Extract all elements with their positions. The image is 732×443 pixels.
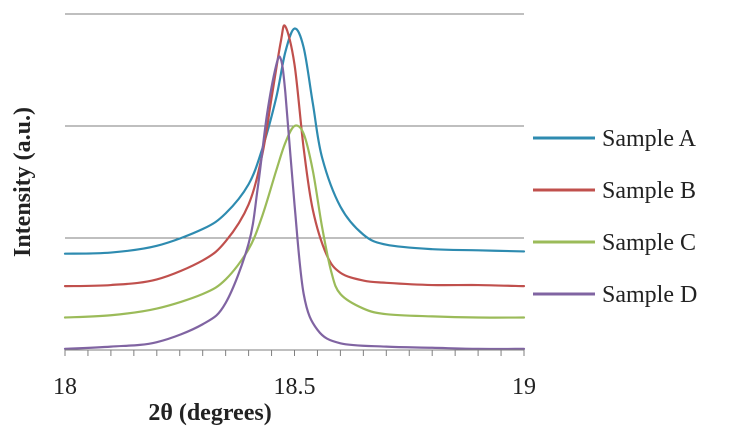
series-group: [63, 24, 526, 351]
y-axis-title: Intensity (a.u.): [10, 107, 36, 257]
legend: Sample A Sample B Sample C Sample D: [533, 126, 697, 308]
x-axis-group: 18 18.5 19: [53, 349, 536, 400]
legend-label-sample-c: Sample C: [602, 230, 696, 256]
legend-label-sample-a: Sample A: [602, 126, 697, 152]
legend-label-sample-b: Sample B: [602, 178, 696, 204]
x-tick-label: 19: [512, 374, 536, 400]
series-line-sample-d: [63, 55, 526, 351]
x-axis-title: 2θ (degrees): [148, 400, 271, 426]
x-tick-label: 18: [53, 374, 77, 400]
legend-label-sample-d: Sample D: [602, 282, 697, 308]
series-line-sample-c: [63, 124, 526, 319]
x-tick-label: 18.5: [274, 374, 316, 400]
series-line-sample-a: [63, 27, 526, 255]
series-line-sample-b: [63, 24, 526, 288]
